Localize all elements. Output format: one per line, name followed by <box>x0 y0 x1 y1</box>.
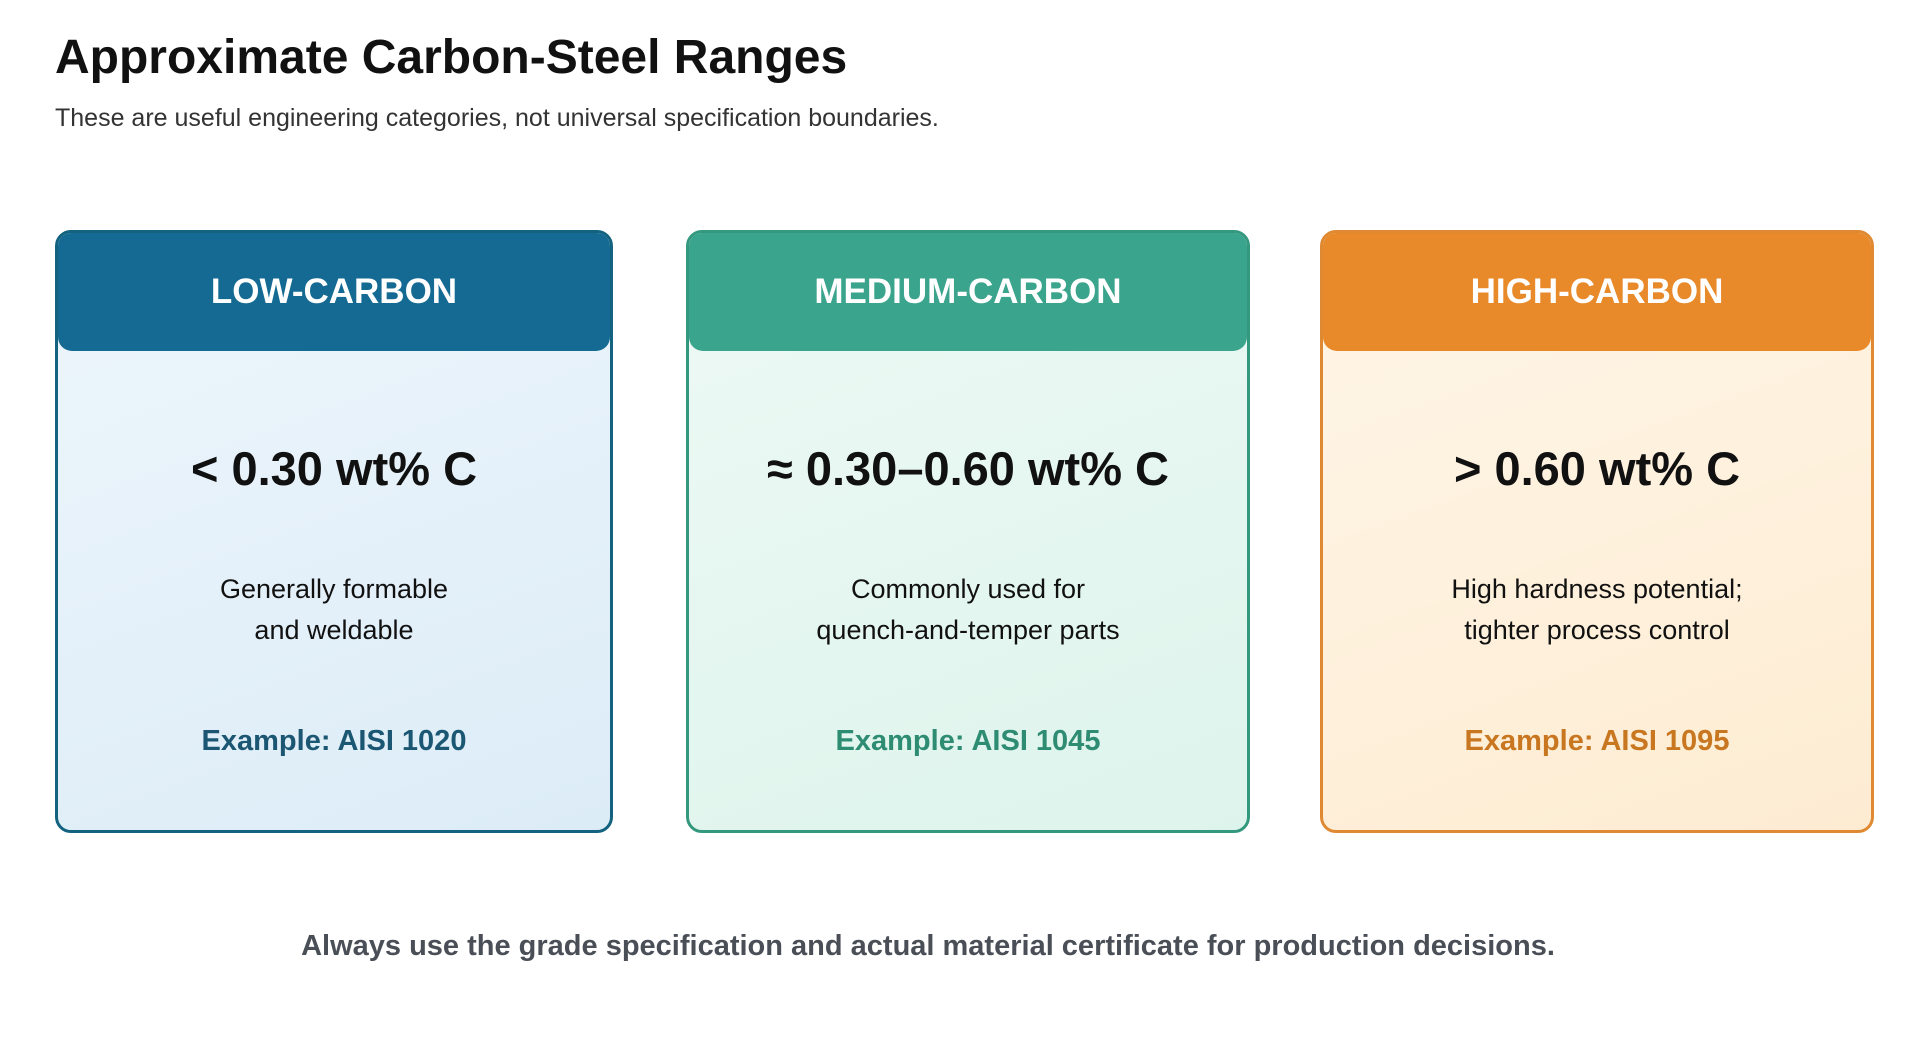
carbon-range: < 0.30 wt% C <box>190 442 478 495</box>
card-header: MEDIUM-CARBON <box>689 233 1247 351</box>
example: Example: AISI 1045 <box>835 725 1101 757</box>
card-header: HIGH-CARBON <box>1323 233 1871 351</box>
card: MEDIUM-CARBON ≈ 0.30–0.60 wt% C Commonly u… <box>686 230 1250 833</box>
carbon-range: > 0.60 wt% C <box>1453 442 1741 495</box>
example: Example: AISI 1095 <box>1464 725 1730 757</box>
title: Approximate Carbon-Steel Ranges <box>55 31 848 84</box>
description-line: quench-and-temper parts <box>816 615 1120 645</box>
description-line: Commonly used for <box>850 574 1086 604</box>
card: HIGH-CARBON > 0.60 wt% C High hardness pot… <box>1320 230 1874 833</box>
description-line: tighter process control <box>1464 615 1730 645</box>
description-line: Generally formable <box>219 574 449 604</box>
card: LOW-CARBON < 0.30 wt% C Generally formable… <box>55 230 613 833</box>
description: Generally formable and weldable <box>58 569 610 651</box>
carbon-range: ≈ 0.30–0.60 wt% C <box>766 442 1169 495</box>
subtitle: These are useful engineering categories,… <box>55 104 939 132</box>
footer-note: Always use the grade specification and a… <box>301 930 1555 962</box>
description-line: High hardness potential; <box>1451 574 1743 604</box>
description-line: and weldable <box>254 615 414 645</box>
description: Commonly used for quench-and-temper parts <box>689 569 1247 651</box>
example: Example: AISI 1020 <box>201 725 467 757</box>
card-header: LOW-CARBON <box>58 233 610 351</box>
description: High hardness potential; tighter process … <box>1323 569 1871 651</box>
